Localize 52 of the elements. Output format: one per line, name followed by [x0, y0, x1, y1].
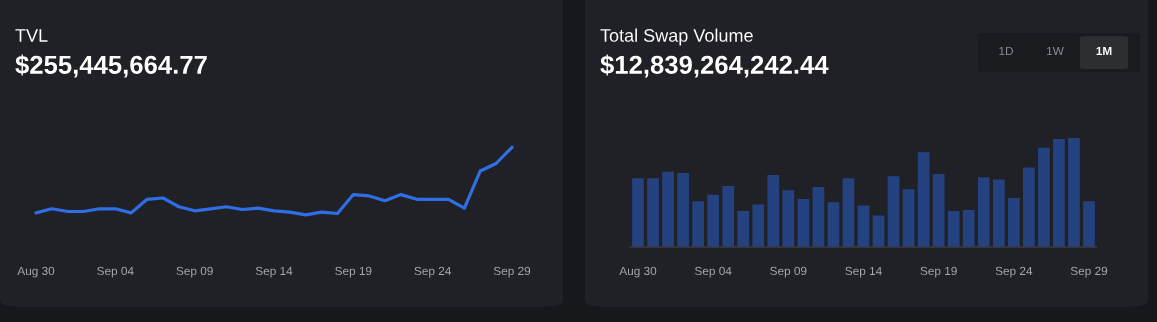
- chart-title: TVL: [15, 29, 48, 42]
- x-tick-label: Sep 09: [176, 266, 213, 278]
- bar: [632, 178, 644, 247]
- bar: [887, 176, 900, 247]
- bar: [1023, 167, 1035, 247]
- text: 1M: [1096, 46, 1112, 56]
- bar: [902, 189, 915, 247]
- bar: [947, 211, 960, 247]
- bar: [977, 177, 990, 247]
- x-tick-label: Sep 19: [920, 266, 957, 278]
- bar: [812, 187, 825, 247]
- bar: [992, 179, 1005, 247]
- bar: [722, 185, 735, 247]
- bar: [797, 199, 810, 247]
- bar: [692, 201, 704, 247]
- x-tick-label: Sep 09: [770, 266, 807, 278]
- x-tick-label: Sep 04: [695, 266, 732, 278]
- bar: [1068, 138, 1080, 247]
- x-tick-label: Aug 30: [17, 266, 55, 278]
- chart-subtitle: $12,839,264,242.44: [600, 54, 829, 78]
- x-tick-label: Sep 04: [97, 266, 134, 278]
- bar: [752, 204, 765, 247]
- x-tick-label: Sep 29: [493, 266, 531, 278]
- bar: [662, 171, 674, 247]
- x-tick-label: Sep 19: [335, 266, 372, 278]
- x-tick-label: Sep 24: [414, 266, 452, 278]
- bar: [1038, 147, 1050, 247]
- bar: [842, 178, 855, 247]
- bar: [917, 152, 930, 247]
- bar: [932, 173, 945, 247]
- bar: [782, 190, 795, 247]
- bar: [707, 194, 720, 247]
- bar: [827, 202, 840, 247]
- bar: [767, 175, 780, 247]
- bar: [677, 172, 689, 247]
- bar: [737, 211, 750, 247]
- x-tick-label: Sep 14: [255, 266, 293, 278]
- bar: [1053, 139, 1065, 247]
- chart-title: Total Swap Volume: [600, 28, 753, 46]
- x-tick-label: Sep 29: [1070, 266, 1108, 278]
- bar: [1083, 201, 1095, 247]
- bar: [962, 209, 975, 247]
- chart-subtitle: $255,445,664.77: [15, 54, 207, 78]
- bar: [872, 215, 885, 247]
- text: 1W: [1047, 46, 1064, 56]
- x-tick-label: Sep 24: [995, 266, 1033, 278]
- bar: [647, 178, 659, 247]
- bar: [1007, 197, 1020, 247]
- bar: [857, 205, 870, 247]
- x-tick-label: Sep 14: [845, 266, 882, 278]
- text: 1D: [999, 46, 1013, 56]
- x-tick-label: Aug 30: [619, 266, 657, 278]
